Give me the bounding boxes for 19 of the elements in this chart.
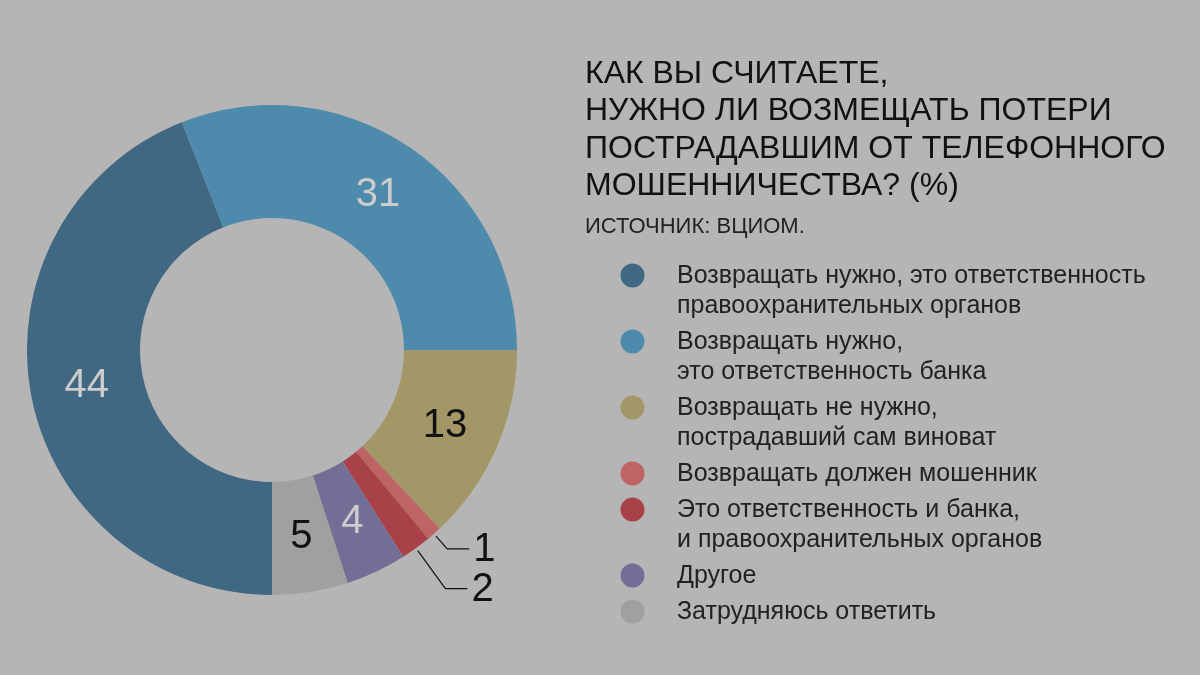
donut-slice: [181, 105, 517, 350]
donut-slice: [27, 122, 272, 595]
legend-label: Затрудняюсь ответить: [677, 595, 937, 624]
data-label: 44: [64, 361, 110, 406]
data-label: 13: [422, 400, 468, 445]
legend-label: Возвращать нужно, это ответственность банка: [677, 325, 987, 384]
legend-label: Возвращать не нужно, пострадавший сам виноват: [677, 391, 997, 450]
chart-title: КАК ВЫ СЧИТАЕТЕ, НУЖНО ЛИ ВОЗМЕЩАТЬ ПОТЕРИ ПОСТРАДАВШИМ ОТ ТЕЛЕФОННОГО МОШЕННИЧЕСТВА? (%): [585, 53, 1166, 202]
data-label: 5: [290, 512, 313, 557]
data-label: 4: [341, 496, 364, 541]
legend-label: Это ответственность и банка, и правоохранительных органов: [677, 493, 1043, 552]
donut-slice: [342, 451, 429, 557]
text: ИСТОЧНИК: ВЦИОМ.: [585, 213, 805, 238]
donut-slice: [362, 350, 517, 529]
donut-slice: [312, 461, 404, 584]
legend-label: Возвращать нужно, это ответственность правоохранительных органов: [677, 259, 1146, 318]
legend-label: Другое: [677, 559, 757, 588]
legend-label: Возвращать должен мошенник: [677, 457, 1038, 486]
data-label: 31: [355, 170, 401, 215]
